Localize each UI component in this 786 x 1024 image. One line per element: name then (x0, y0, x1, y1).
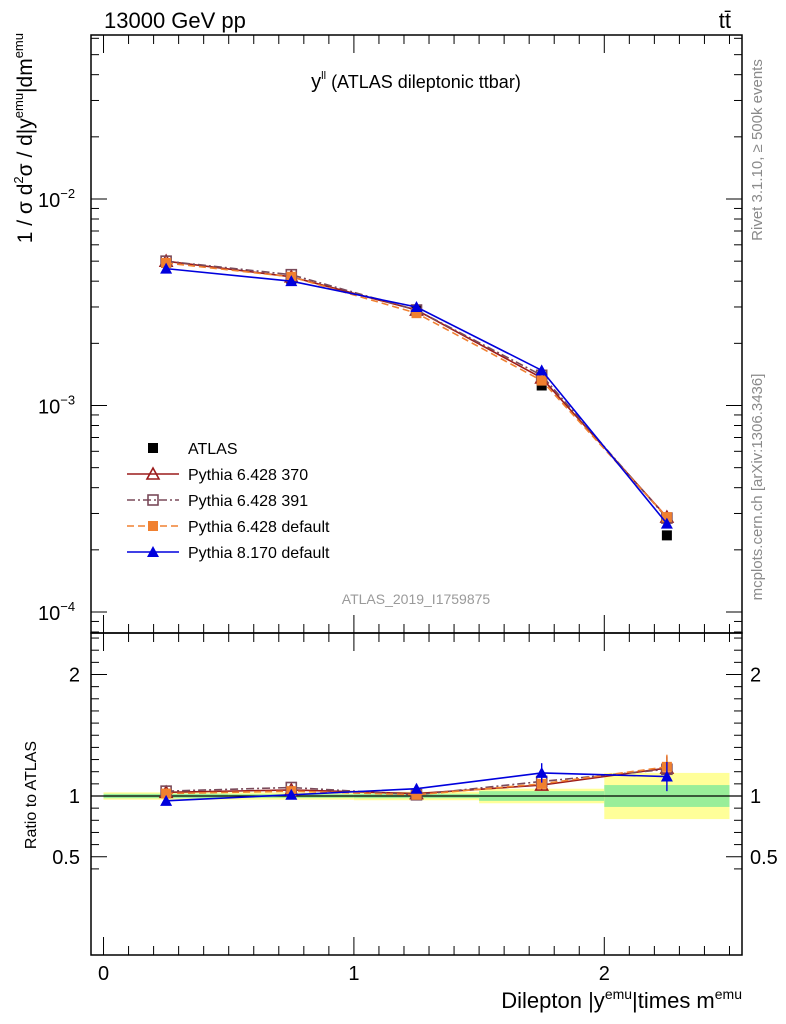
main-frame (90, 34, 743, 634)
x-tick-label: 1 (348, 963, 359, 985)
legend-entry: Pythia 8.170 default (127, 545, 330, 562)
legend-label: Pythia 8.170 default (188, 545, 330, 562)
data-point (661, 512, 672, 523)
data-point (160, 262, 173, 274)
x-tick-label: 2 (599, 963, 610, 985)
data-point (285, 788, 298, 800)
data-point (161, 788, 172, 799)
rivet-label: Rivet 3.1.10, ≥ 500k events (749, 59, 766, 241)
data-point (160, 794, 173, 806)
data-point (411, 308, 422, 319)
y-tick-label: 2 (69, 665, 80, 687)
x-axis-label: Dilepton |yemu|times memu (501, 986, 742, 1013)
legend-entry: Pythia 6.428 370 (127, 466, 308, 484)
data-point (148, 443, 158, 453)
y-tick-label: 2 (750, 665, 761, 687)
plot-title: yll (ATLAS dileptonic ttbar) (311, 70, 521, 93)
y-tick-label: 10−2 (38, 186, 75, 212)
ratio-panel: 0 1 2 0.5 0.5 1 1 2 2 (52, 35, 778, 985)
legend-label: Pythia 6.428 default (188, 519, 330, 536)
data-point (148, 521, 158, 531)
data-point (410, 300, 423, 312)
data-point (411, 789, 422, 800)
ratio-y-axis-label: Ratio to ATLAS (23, 741, 40, 849)
y-tick-label: 10−3 (38, 393, 75, 419)
y-tick-label: 1 (750, 786, 761, 808)
legend-entry: ATLAS (148, 441, 238, 458)
series-line (166, 766, 667, 796)
x-ticks (103, 35, 730, 955)
data-point (660, 517, 673, 529)
data-point (535, 766, 548, 778)
main-panel: 10−4 10−3 10−2 (38, 34, 743, 634)
data-point (410, 782, 423, 794)
header-right: tt̄ (719, 8, 731, 33)
ratio-y-ticks (91, 637, 742, 870)
y-tick-label: 10−4 (38, 599, 75, 625)
y-tick-label: 1 (69, 786, 80, 808)
legend-entry: Pythia 6.428 default (127, 519, 330, 536)
ratio-series-pythia-8-170-default (160, 761, 673, 806)
data-point (147, 494, 159, 506)
series-line (166, 768, 667, 796)
data-point (147, 546, 159, 557)
mcplots-label: mcplots.cern.ch [arXiv:1306.3436] (749, 374, 766, 601)
y-tick-label: 0.5 (750, 847, 778, 869)
legend: ATLAS Pythia 6.428 370 Pythia 6.428 391 Pyt… (127, 441, 330, 562)
series-pythia-8-170-default (160, 262, 673, 529)
data-point (535, 364, 548, 376)
legend-entry: Pythia 6.428 391 (127, 493, 308, 510)
main-y-ticks (91, 37, 742, 633)
x-tick-label: 0 (98, 963, 109, 985)
data-point (145, 466, 161, 480)
y-tick-label: 0.5 (52, 847, 80, 869)
data-point (536, 375, 547, 386)
ratio-frame (90, 632, 743, 956)
legend-label: ATLAS (188, 441, 238, 458)
main-y-axis-label: 1 / σ d2σ / d|yemu|dmemu (11, 33, 37, 243)
data-point (660, 770, 673, 782)
data-point (285, 275, 298, 287)
legend-label: Pythia 6.428 391 (188, 493, 308, 510)
data-point (661, 530, 672, 541)
header-left: 13000 GeV pp (104, 8, 246, 33)
analysis-watermark: ATLAS_2019_I1759875 (342, 591, 491, 607)
legend-label: Pythia 6.428 370 (188, 467, 308, 484)
data-point (536, 778, 547, 789)
